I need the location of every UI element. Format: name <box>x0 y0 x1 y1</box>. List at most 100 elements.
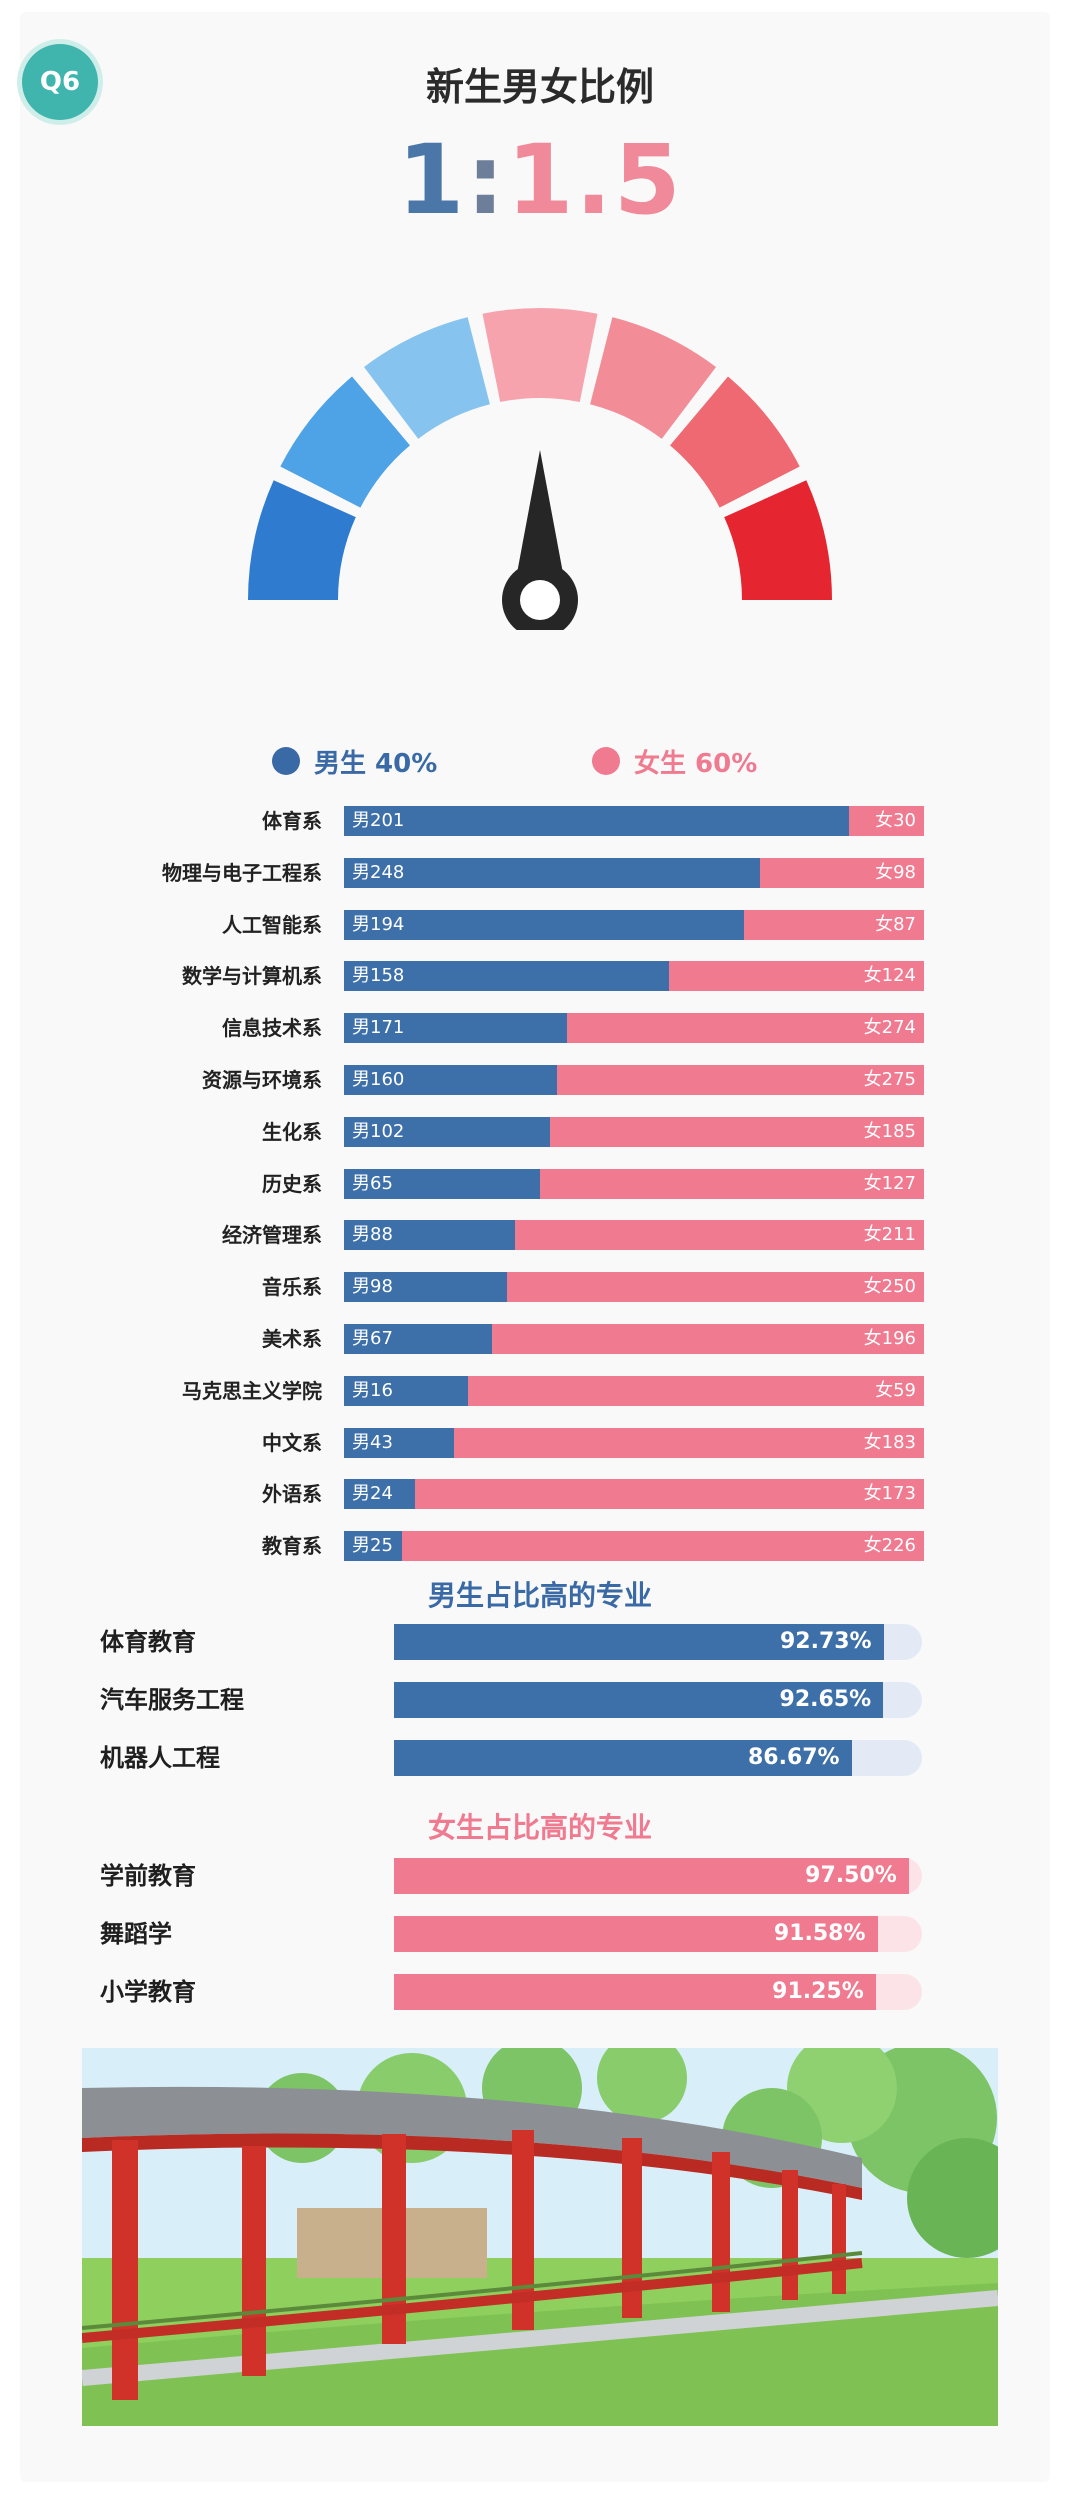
dept-female-bar: 男43 女183 <box>344 1427 924 1458</box>
gauge-segment <box>590 317 717 439</box>
dept-name: 音乐系 <box>262 1275 322 1300</box>
dept-male-bar <box>344 961 669 992</box>
dept-female-bar: 男160 女275 <box>344 1065 924 1095</box>
female-majors-title: 女生占比高的专业 <box>427 1811 652 1844</box>
major-percent-label: 91.25% <box>772 1979 864 2004</box>
ratio-gauge <box>248 307 832 630</box>
dept-female-count: 女173 <box>863 1483 916 1505</box>
dept-row: 信息技术系 男171 女274 <box>0 1013 1080 1044</box>
dept-row: 物理与电子工程系 男248 女98 <box>0 857 1080 888</box>
legend-male: 男生 40% <box>272 738 437 784</box>
dept-row: 生化系 男102 女185 <box>0 1116 1080 1147</box>
dept-male-bar <box>344 1479 415 1510</box>
dept-male-bar <box>344 909 745 940</box>
page-title: 新生男女比例 <box>425 65 654 109</box>
dept-female-bar: 男88 女211 <box>344 1220 924 1251</box>
dept-row: 历史系 男65 女127 <box>0 1168 1080 1199</box>
major-row: 汽车服务工程 92.65% <box>0 1682 1080 1718</box>
dept-female-count: 女124 <box>863 965 916 987</box>
dept-male-count: 男201 <box>352 810 405 831</box>
dept-female-count: 女98 <box>875 861 916 883</box>
major-bar: 91.58% <box>394 1916 878 1952</box>
gauge-segment <box>363 317 490 439</box>
gender-ratio: 1:1.5 <box>0 120 1080 240</box>
dept-name: 马克思主义学院 <box>182 1378 322 1403</box>
dept-female-bar: 男98 女250 <box>344 1272 924 1303</box>
dept-male-bar <box>344 857 760 888</box>
major-percent-label: 97.50% <box>805 1863 897 1888</box>
dept-male-count: 男16 <box>352 1379 393 1401</box>
major-row: 机器人工程 86.67% <box>0 1740 1080 1776</box>
dept-female-count: 女87 <box>875 913 916 935</box>
dept-row: 美术系 男67 女196 <box>0 1324 1080 1354</box>
dept-row: 人工智能系 男194 女87 <box>0 909 1080 940</box>
dept-female-bar: 男102 女185 <box>344 1116 924 1147</box>
dept-female-count: 女274 <box>863 1017 916 1039</box>
dept-name: 历史系 <box>262 1171 322 1196</box>
major-bar-track: 86.67% <box>394 1740 922 1776</box>
dept-male-bar <box>344 1324 492 1354</box>
dept-female-bar: 男158 女124 <box>344 961 924 992</box>
dept-female-bar: 男248 女98 <box>344 857 924 888</box>
ratio-colon: : <box>466 124 507 236</box>
major-name: 机器人工程 <box>100 1744 220 1772</box>
gauge-segment <box>248 480 356 600</box>
dept-male-bar <box>344 1375 468 1406</box>
dept-female-bar: 男194 女87 <box>344 909 924 940</box>
major-bar-track: 91.58% <box>394 1916 922 1952</box>
dept-female-count: 女250 <box>863 1276 916 1298</box>
major-name: 汽车服务工程 <box>100 1686 244 1714</box>
dept-male-bar <box>344 1531 402 1562</box>
dept-name: 生化系 <box>262 1119 322 1144</box>
dept-male-count: 男160 <box>352 1069 405 1090</box>
dept-female-count: 女275 <box>863 1069 916 1090</box>
dept-female-bar: 男65 女127 <box>344 1168 924 1199</box>
ratio-male-value: 1 <box>397 124 467 236</box>
gauge-hub-center <box>520 580 560 620</box>
dept-male-count: 男158 <box>352 965 405 987</box>
dept-male-bar <box>344 1013 567 1044</box>
major-percent-label: 86.67% <box>747 1745 840 1770</box>
dept-female-count: 女30 <box>875 810 916 831</box>
dept-male-count: 男194 <box>352 913 405 935</box>
dept-female-bar: 男16 女59 <box>344 1375 924 1406</box>
dept-male-count: 男88 <box>352 1224 393 1246</box>
major-row: 舞蹈学 91.58% <box>0 1916 1080 1952</box>
dept-male-count: 男24 <box>352 1483 393 1505</box>
major-name: 小学教育 <box>100 1978 196 2006</box>
gauge-segment <box>724 480 832 600</box>
dept-male-bar <box>344 1272 508 1303</box>
dept-female-count: 女226 <box>863 1535 916 1557</box>
dept-name: 美术系 <box>262 1327 322 1351</box>
major-name: 舞蹈学 <box>100 1920 172 1948</box>
major-bar-track: 91.25% <box>394 1974 922 2010</box>
major-bar: 97.50% <box>394 1858 909 1894</box>
dept-row: 体育系 男201 女30 <box>0 806 1080 836</box>
major-bar: 91.25% <box>394 1974 876 2010</box>
dept-row: 经济管理系 男88 女211 <box>0 1220 1080 1251</box>
dept-male-bar <box>344 1168 541 1199</box>
dept-name: 人工智能系 <box>222 912 322 937</box>
major-name: 学前教育 <box>100 1862 196 1890</box>
legend-male-swatch <box>272 747 300 775</box>
legend-female-swatch <box>592 747 620 775</box>
ratio-female-value: 1.5 <box>506 124 683 236</box>
dept-female-bar: 男171 女274 <box>344 1013 924 1044</box>
dept-name: 数学与计算机系 <box>182 964 322 989</box>
dept-name: 中文系 <box>262 1430 322 1455</box>
dept-female-count: 女211 <box>863 1224 916 1246</box>
dept-male-bar <box>344 1220 515 1251</box>
major-bar: 92.73% <box>394 1624 884 1660</box>
legend-male-label: 男生 40% <box>314 748 438 779</box>
dept-row: 教育系 男25 女226 <box>0 1531 1080 1562</box>
dept-female-count: 女196 <box>863 1328 916 1349</box>
dept-name: 信息技术系 <box>222 1016 322 1041</box>
dept-female-bar: 男201 女30 <box>344 806 924 836</box>
dept-row: 马克思主义学院 男16 女59 <box>0 1375 1080 1406</box>
gauge-segment <box>670 376 800 508</box>
dept-male-count: 男248 <box>352 861 405 883</box>
dept-male-count: 男67 <box>352 1328 393 1349</box>
dept-name: 资源与环境系 <box>202 1068 322 1092</box>
dept-name: 体育系 <box>262 809 322 833</box>
dept-female-bar: 男24 女173 <box>344 1479 924 1510</box>
